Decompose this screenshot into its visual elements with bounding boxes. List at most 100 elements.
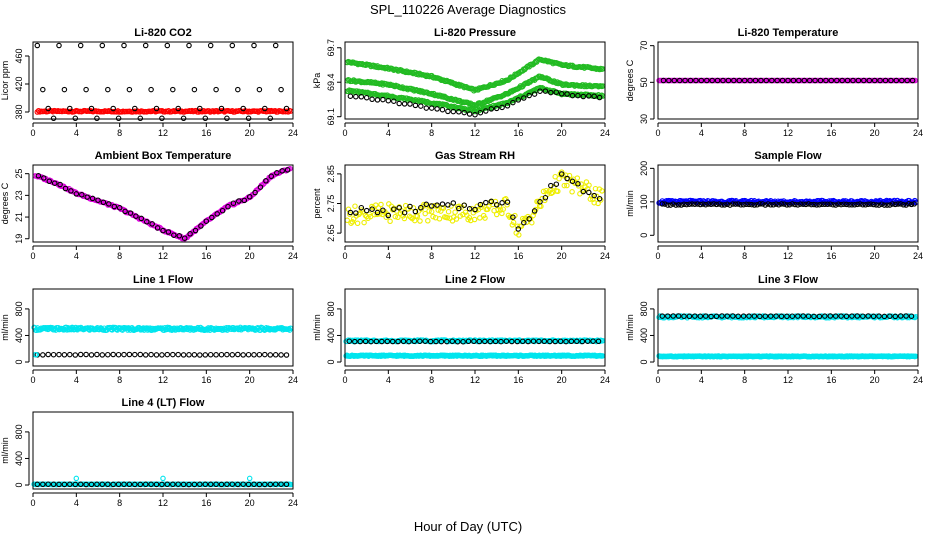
point-co2-black-29 — [191, 86, 198, 93]
y-tick-label: 800 — [639, 301, 649, 316]
point-rh-avg-71 — [436, 216, 443, 222]
point-co2-black-34 — [218, 105, 225, 112]
point-pressure-black-30 — [510, 99, 516, 106]
point-pressure-black-38 — [553, 89, 560, 95]
point-rh-avg-3 — [348, 220, 354, 226]
point-co2-black-30 — [197, 105, 203, 112]
panel-li-820-temperature: Li-820 Temperature degrees C 0 4 8 12 16 20 24 30… — [625, 27, 923, 138]
point-temperature-black-17 — [752, 77, 759, 84]
x-tick-label: 8 — [117, 128, 122, 138]
x-tick-label: 0 — [30, 251, 35, 261]
point-temperature-black-26 — [801, 77, 808, 84]
point-pressure-black-25 — [483, 108, 489, 114]
x-tick-label: 12 — [783, 375, 793, 385]
y-tick-label: 0 — [14, 360, 24, 365]
point-line-4-cyan-spikes-2 — [246, 475, 253, 482]
point-line-1-black-20 — [142, 352, 149, 358]
y-tick-label: 0 — [639, 360, 649, 365]
x-tick-label: 12 — [783, 128, 793, 138]
point-line-1-black-15 — [115, 351, 122, 358]
point-temperature-black-45 — [904, 77, 910, 84]
point-temperature-black-22 — [779, 77, 786, 84]
x-tick-label: 24 — [288, 498, 298, 508]
x-tick-label: 24 — [600, 375, 610, 385]
point-temperature-black-29 — [817, 77, 824, 84]
series-co2-avg — [34, 107, 294, 115]
x-tick-label: 8 — [742, 128, 747, 138]
point-pressure-black-3 — [363, 94, 370, 101]
x-tick-label: 12 — [470, 251, 480, 261]
point-co2-black-6 — [67, 105, 73, 112]
point-pressure-lower-97 — [449, 103, 455, 110]
point-rh-avg-173 — [569, 189, 575, 195]
point-line-1-black-45 — [278, 352, 284, 358]
x-tick-label: 16 — [201, 375, 211, 385]
point-co2-black-19 — [137, 115, 144, 122]
y-tick-label: 400 — [14, 328, 24, 343]
y-tick-label: 400 — [14, 451, 24, 466]
panel-title: Line 3 Flow — [758, 274, 818, 286]
point-co2-black-5 — [61, 86, 68, 93]
point-line-1-black-36 — [229, 352, 236, 358]
point-ambient-avg-154 — [232, 200, 239, 207]
point-rh-avg-66 — [430, 213, 436, 220]
point-rh-avg-4 — [349, 219, 356, 225]
point-line-1-black-21 — [148, 351, 154, 358]
x-tick-label: 16 — [201, 498, 211, 508]
point-co2-black-42 — [262, 105, 268, 112]
point-pressure-black-33 — [526, 92, 532, 99]
point-line-1-black-18 — [132, 351, 138, 358]
point-temperature-black-6 — [693, 77, 699, 84]
point-rh-black-28 — [499, 200, 505, 206]
point-rh-avg-77 — [444, 214, 451, 221]
point-pressure-black-37 — [548, 89, 554, 96]
x-tick-label: 24 — [288, 375, 298, 385]
figure-xlabel: Hour of Day (UTC) — [414, 519, 522, 534]
x-tick-label: 8 — [742, 251, 747, 261]
point-rh-avg-65 — [428, 208, 435, 215]
y-axis-label: ml/min — [0, 314, 10, 341]
point-rh-avg-102 — [477, 215, 483, 221]
y-tick-label: 420 — [14, 76, 24, 91]
point-ambient-black-29 — [192, 227, 199, 234]
point-line-1-black-24 — [164, 351, 171, 358]
series-line-1-black — [34, 351, 290, 358]
point-temperature-black-24 — [790, 77, 797, 84]
panel-title: Sample Flow — [754, 150, 822, 162]
point-pressure-black-46 — [596, 94, 603, 101]
point-rh-avg-94 — [466, 214, 473, 221]
point-pressure-middle-88 — [439, 93, 446, 99]
point-ambient-black-2 — [46, 178, 53, 185]
y-axis-label: ml/min — [312, 314, 322, 341]
series-ambient-black — [35, 167, 291, 241]
point-line-1-black-2 — [45, 351, 51, 358]
point-temperature-black-4 — [682, 77, 688, 84]
point-co2-black-14 — [110, 105, 116, 112]
point-temperature-avg-197 — [912, 77, 918, 84]
point-rh-avg-120 — [500, 206, 506, 212]
point-line-4-cyan-spikes-1 — [160, 475, 166, 482]
x-tick-label: 24 — [600, 128, 610, 138]
point-temperature-black-21 — [774, 77, 780, 84]
point-pressure-black-36 — [542, 88, 549, 94]
point-pressure-black-6 — [380, 96, 386, 103]
point-line-1-black-46 — [283, 352, 290, 358]
point-temperature-black-5 — [687, 77, 694, 84]
point-temperature-black-43 — [893, 77, 900, 84]
y-tick-label: 30 — [639, 114, 649, 124]
x-tick-label: 0 — [30, 375, 35, 385]
point-temperature-black-40 — [877, 77, 883, 84]
point-ambient-black-39 — [246, 194, 253, 200]
point-co2-black-39 — [245, 115, 252, 122]
y-tick-label: 69.7 — [326, 39, 336, 57]
point-ambient-black-31 — [203, 218, 210, 224]
point-rh-avg-39 — [395, 214, 401, 221]
x-tick-label: 16 — [201, 128, 211, 138]
point-temperature-black-20 — [769, 77, 775, 84]
point-pressure-black-11 — [407, 101, 413, 107]
point-co2-black-28 — [186, 42, 192, 49]
point-pressure-black-0 — [347, 93, 354, 99]
point-ambient-black-32 — [209, 214, 215, 221]
